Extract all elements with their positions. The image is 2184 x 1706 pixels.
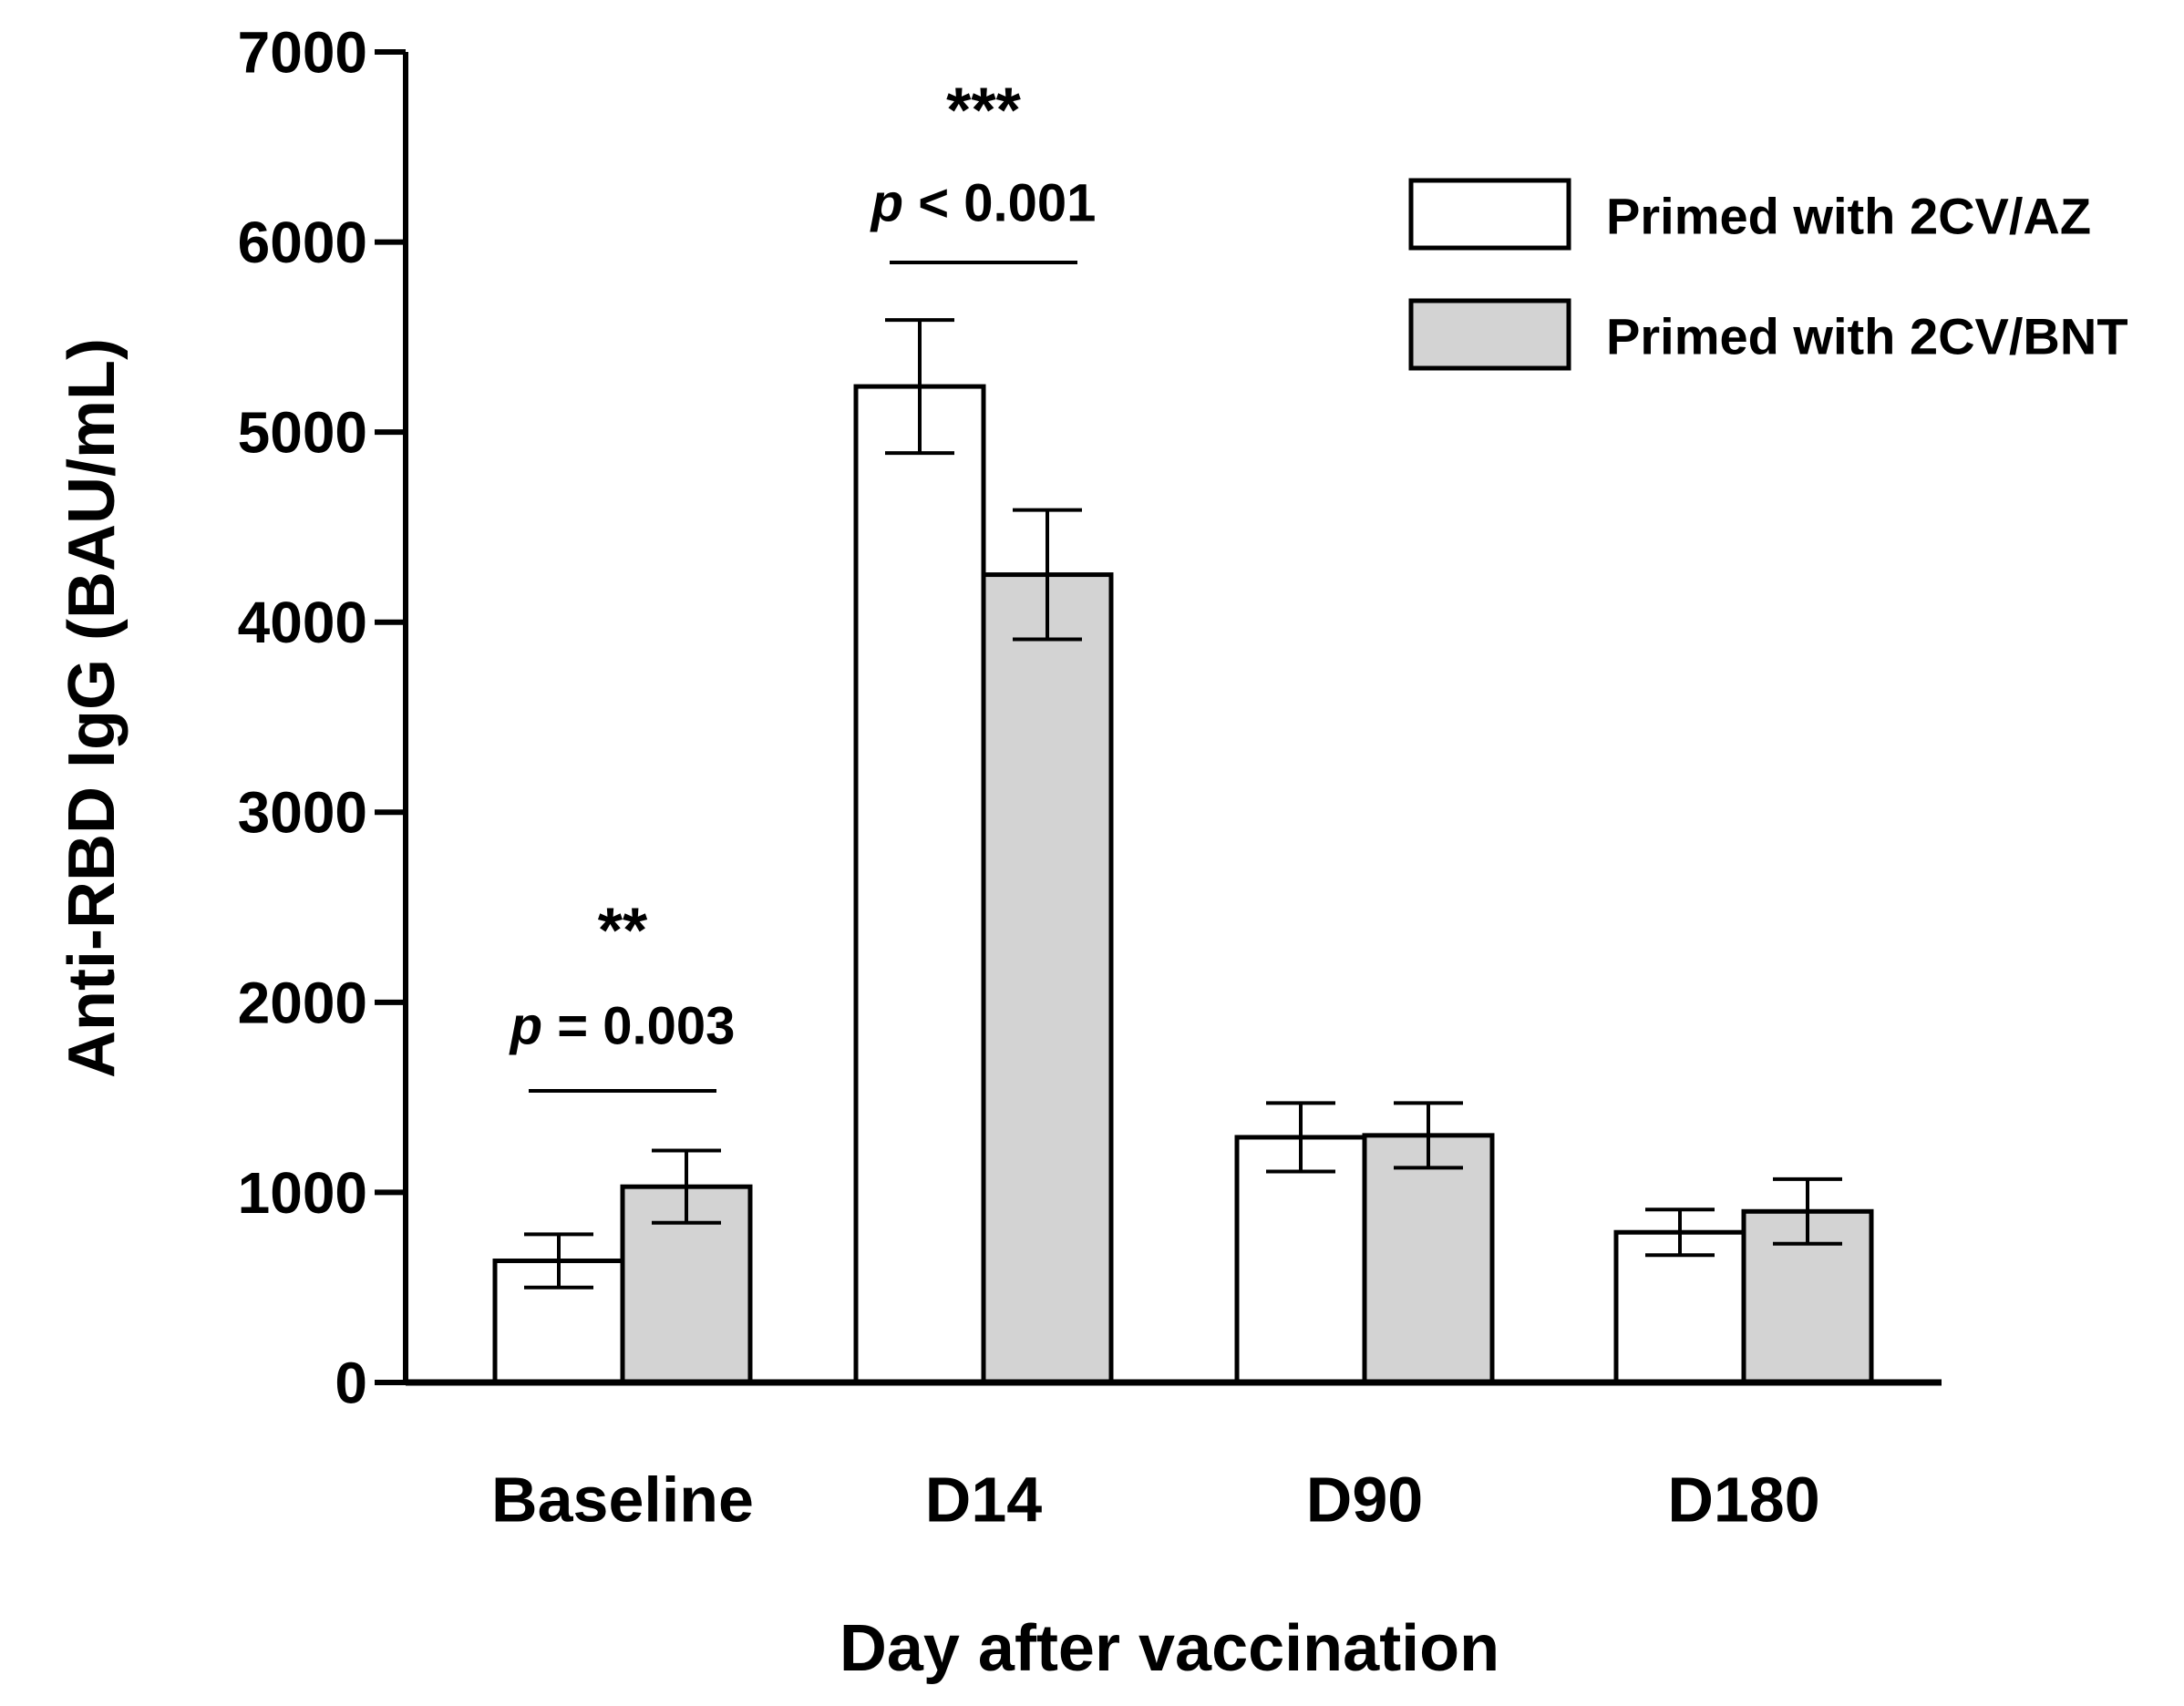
x-axis-title: Day after vaccination xyxy=(840,1612,1499,1685)
bar xyxy=(1234,1135,1367,1385)
bar xyxy=(1362,1133,1495,1385)
y-tick-label: 2000 xyxy=(238,970,367,1035)
legend: Primed with 2CV/AZ Primed with 2CV/BNT xyxy=(1408,178,2128,371)
significance-annotations: ** p = 0.003 *** p < 0.001 xyxy=(509,75,1097,1093)
y-tick-label: 0 xyxy=(335,1350,367,1415)
legend-swatch xyxy=(1408,298,1571,371)
y-tick-label: 6000 xyxy=(238,210,367,275)
y-axis: 0 1000 2000 3000 4000 5000 6000 7000 xyxy=(238,19,408,1415)
p-value-text: = 0.003 xyxy=(542,996,735,1055)
significance-stars: *** xyxy=(946,75,1021,146)
y-tick-label: 1000 xyxy=(238,1160,367,1226)
y-tick-label: 7000 xyxy=(238,19,367,85)
x-category-label: D14 xyxy=(925,1464,1042,1536)
bars xyxy=(492,384,1874,1385)
p-value-label: p < 0.001 xyxy=(870,173,1097,232)
y-tick-label: 4000 xyxy=(238,590,367,655)
x-axis: Baseline D14 D90 D180 xyxy=(406,1379,1942,1536)
bar xyxy=(853,384,986,1385)
p-symbol: p xyxy=(509,996,542,1055)
legend-label: Primed with 2CV/BNT xyxy=(1606,308,2128,365)
legend-swatch xyxy=(1408,178,1571,251)
x-category-label: D90 xyxy=(1306,1464,1423,1536)
bar xyxy=(981,572,1114,1385)
y-axis-title: Anti-RBD IgG (BAU/mL) xyxy=(56,338,129,1078)
p-value-label: p = 0.003 xyxy=(509,996,736,1055)
error-bars xyxy=(524,318,1842,1290)
legend-label: Primed with 2CV/AZ xyxy=(1606,188,2091,245)
x-category-label: D180 xyxy=(1667,1464,1819,1536)
y-tick-label: 3000 xyxy=(238,780,367,846)
x-category-label: Baseline xyxy=(491,1464,754,1536)
significance-stars: ** xyxy=(598,895,648,966)
y-tick-label: 5000 xyxy=(238,400,367,466)
p-value-text: < 0.001 xyxy=(903,173,1096,232)
p-symbol: p xyxy=(870,173,903,232)
